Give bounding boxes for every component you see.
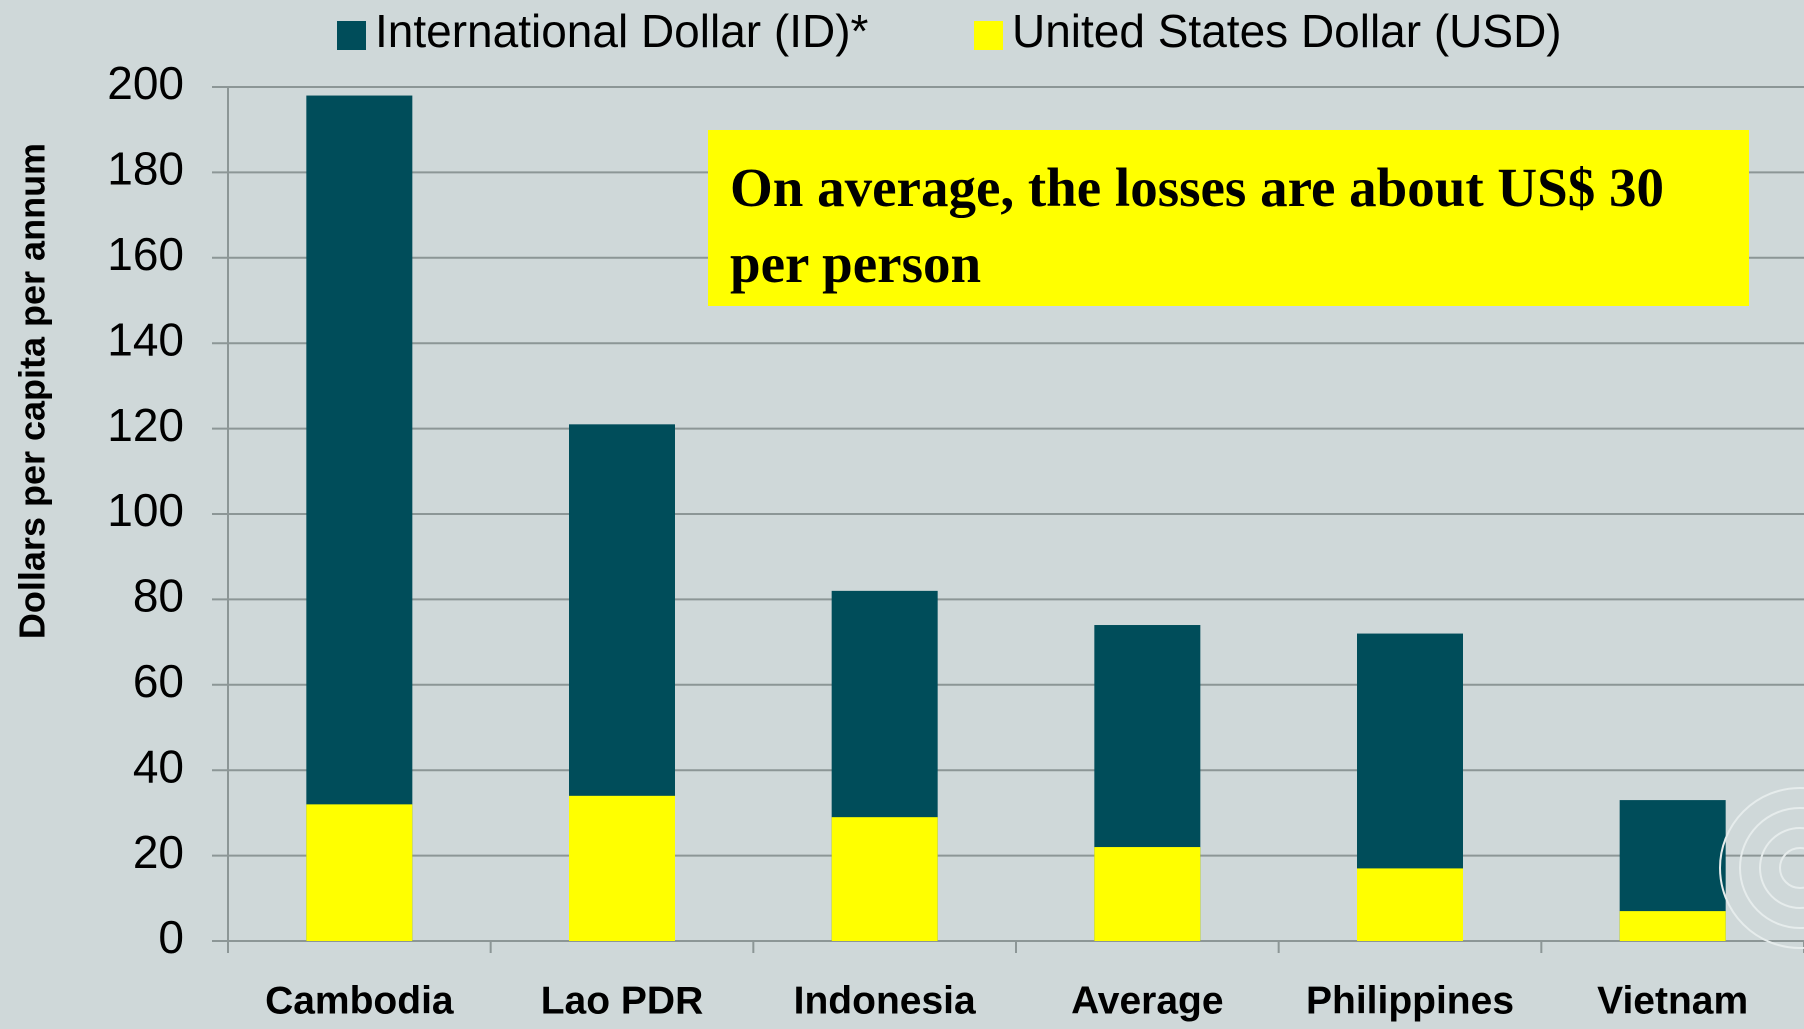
decoration [1759,827,1804,909]
y-tick-label: 20 [133,826,184,878]
bar [306,804,413,941]
annotation: On average, the losses are about US$ 30 … [708,130,1749,306]
x-tick-label: Indonesia [794,979,976,1022]
y-tick-label: 100 [107,484,184,536]
decoration [1719,787,1804,949]
y-tick-label: 140 [107,313,184,365]
y-tick-label: 0 [158,911,184,963]
y-axis-title: Dollars per capita per annum [12,143,53,639]
legend-label: International Dollar (ID)* [375,5,869,57]
y-tick-label: 200 [107,57,184,109]
bar [1357,868,1463,941]
y-tick-label: 40 [133,740,184,792]
x-tick-label: Lao PDR [541,979,704,1022]
legend-swatch [974,21,1003,50]
y-tick-label: 180 [107,143,184,195]
legend-swatch [337,21,366,50]
bar [306,95,413,942]
bar [569,795,675,941]
bar [831,817,938,941]
decoration [1739,807,1804,929]
y-tick-label: 120 [107,399,184,451]
bar [1094,847,1201,941]
decoration [1779,847,1804,889]
x-tick-label: Average [1071,979,1223,1022]
bar [1619,911,1726,941]
x-tick-label: Vietnam [1597,979,1748,1022]
x-tick-label: Cambodia [265,979,454,1022]
y-tick-label: 80 [133,570,184,622]
y-tick-label: 160 [107,228,184,280]
y-tick-label: 60 [133,655,184,707]
legend-label: United States Dollar (USD) [1012,5,1562,57]
x-tick-label: Philippines [1306,979,1514,1022]
